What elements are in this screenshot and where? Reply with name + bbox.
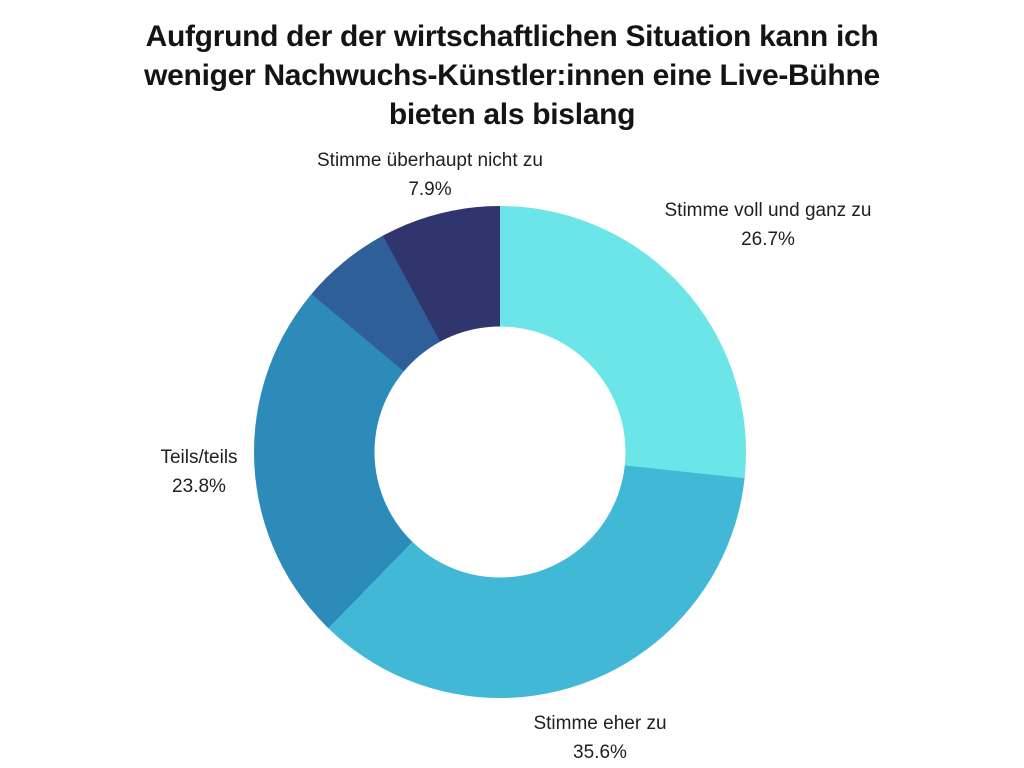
slice-label-stimme-eher-zu: Stimme eher zu 35.6%	[533, 709, 666, 767]
slice-percent: 23.8%	[172, 476, 226, 497]
slice-label-text: Stimme eher zu	[533, 713, 667, 734]
slice-percent: 26.7%	[741, 229, 795, 250]
slice-label-stimme-ueberhaupt-nicht-zu: Stimme überhaupt nicht zu 7.9%	[317, 146, 543, 204]
slice-label-stimme-voll-und-ganz-zu: Stimme voll und ganz zu 26.7%	[665, 196, 872, 254]
slice-percent: 35.6%	[573, 742, 627, 763]
donut-hole	[374, 326, 626, 578]
slice-label-text: Stimme überhaupt nicht zu	[316, 150, 544, 171]
chart-title-line-1: Aufgrund der der wirtschaftlichen Situat…	[145, 20, 879, 53]
chart-title-line-3: bieten als bislang	[388, 98, 636, 131]
slice-label-text: Teils/teils	[160, 447, 238, 468]
slice-label-text: Stimme voll und ganz zu	[664, 200, 872, 221]
chart-title: Aufgrund der der wirtschaftlichen Situat…	[0, 17, 1024, 134]
chart-title-line-2: weniger Nachwuchs-Künstler:innen eine Li…	[144, 59, 880, 92]
slice-label-teils-teils: Teils/teils 23.8%	[160, 443, 237, 501]
donut-chart	[254, 206, 746, 698]
slice-percent: 7.9%	[408, 179, 452, 200]
